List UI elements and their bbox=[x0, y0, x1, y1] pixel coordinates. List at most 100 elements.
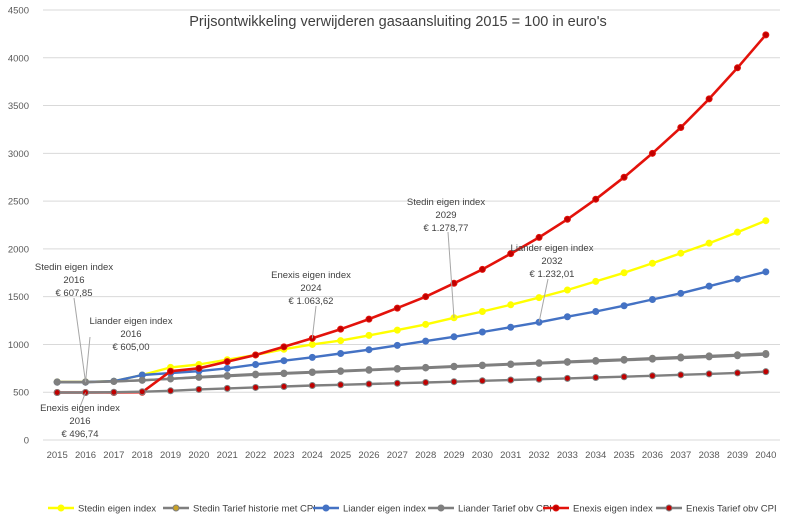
data-point bbox=[677, 371, 685, 379]
data-point bbox=[365, 346, 373, 354]
data-point bbox=[677, 354, 685, 362]
data-point bbox=[365, 315, 373, 323]
data-point bbox=[478, 377, 486, 385]
y-tick-label: 2500 bbox=[8, 197, 29, 208]
data-point bbox=[733, 352, 741, 360]
data-point bbox=[507, 250, 515, 258]
data-point bbox=[592, 307, 600, 315]
data-point bbox=[110, 378, 118, 386]
data-point bbox=[337, 350, 345, 358]
data-point bbox=[337, 381, 345, 389]
data-point bbox=[138, 388, 146, 396]
annotation-text: € 607,85 bbox=[56, 288, 93, 299]
annotation-enexis2016: Enexis eigen index 2016 € 496,74 bbox=[40, 392, 120, 440]
data-point bbox=[733, 275, 741, 283]
data-point bbox=[648, 372, 656, 380]
x-tick-label: 2037 bbox=[670, 450, 691, 461]
annotation-leader-line bbox=[79, 392, 86, 408]
legend-label: Liander Tarief obv CPI bbox=[458, 504, 552, 515]
data-point bbox=[705, 370, 713, 378]
data-point bbox=[620, 173, 628, 181]
annotation-text: € 1.063,62 bbox=[289, 296, 334, 307]
data-point bbox=[762, 31, 770, 39]
annotation-text: € 496,74 bbox=[62, 429, 99, 440]
annotation-leader-line bbox=[85, 336, 91, 383]
data-point bbox=[308, 369, 316, 377]
annotations: Stedin eigen index 2016 € 607,85 Liander ei… bbox=[35, 197, 594, 440]
x-tick-label: 2034 bbox=[585, 450, 606, 461]
data-point bbox=[195, 373, 203, 381]
annotation-stedin2029: Stedin eigen index 2029 € 1.278,77 bbox=[407, 197, 485, 318]
data-point bbox=[280, 370, 288, 378]
x-tick-label: 2018 bbox=[132, 450, 153, 461]
data-point bbox=[563, 374, 571, 382]
data-point bbox=[167, 367, 175, 375]
x-tick-label: 2038 bbox=[699, 450, 720, 461]
annotation-text: Stedin eigen index bbox=[35, 262, 113, 273]
data-point bbox=[762, 217, 770, 225]
annotation-stedin2016: Stedin eigen index 2016 € 607,85 bbox=[35, 262, 113, 382]
annotation-text: Enexis eigen index bbox=[271, 270, 351, 281]
data-point bbox=[365, 331, 373, 339]
data-point bbox=[223, 358, 231, 366]
legend-swatch-marker bbox=[552, 504, 560, 512]
y-tick-label: 3500 bbox=[8, 101, 29, 112]
data-point bbox=[563, 215, 571, 223]
x-tick-label: 2040 bbox=[755, 450, 776, 461]
annotation-liander2016: Liander eigen index 2016 € 605,00 bbox=[85, 316, 173, 383]
y-tick-label: 500 bbox=[13, 388, 29, 399]
data-point bbox=[365, 366, 373, 374]
data-point bbox=[223, 384, 231, 392]
annotation-text: Liander eigen index bbox=[90, 316, 173, 327]
data-point bbox=[223, 364, 231, 372]
legend-item-stedin-tarief-historie-met-cpi: Stedin Tarief historie met CPI bbox=[163, 504, 316, 515]
annotation-enexis2024: Enexis eigen index 2024 € 1.063,62 bbox=[271, 270, 351, 339]
data-point bbox=[393, 379, 401, 387]
data-point bbox=[762, 268, 770, 276]
annotation-text: € 1.232,01 bbox=[530, 269, 575, 280]
data-point bbox=[195, 364, 203, 372]
series-enexis-tarief-obv-cpi bbox=[53, 368, 770, 397]
data-point bbox=[167, 387, 175, 395]
data-point bbox=[535, 294, 543, 302]
data-point bbox=[337, 325, 345, 333]
series-line-enexis-eigen-index bbox=[57, 33, 767, 394]
legend-item-enexis-tarief-obv-cpi: Enexis Tarief obv CPI bbox=[656, 504, 777, 515]
legend-swatch-marker bbox=[172, 504, 180, 512]
data-point bbox=[648, 259, 656, 267]
data-point bbox=[478, 362, 486, 370]
data-point bbox=[478, 328, 486, 336]
legend-label: Enexis Tarief obv CPI bbox=[686, 504, 777, 515]
data-point bbox=[648, 355, 656, 363]
series-line-stedin-eigen-index bbox=[57, 219, 767, 384]
annotation-text: 2024 bbox=[300, 283, 321, 294]
x-tick-label: 2025 bbox=[330, 450, 351, 461]
data-point bbox=[620, 302, 628, 310]
data-point bbox=[620, 269, 628, 277]
x-tick-label: 2015 bbox=[47, 450, 68, 461]
y-tick-label: 0 bbox=[24, 436, 29, 447]
data-point bbox=[280, 382, 288, 390]
annotation-text: 2016 bbox=[69, 416, 90, 427]
annotation-text: 2029 bbox=[435, 210, 456, 221]
legend-swatch-marker bbox=[437, 504, 445, 512]
series-enexis-eigen-index bbox=[53, 31, 770, 397]
legend-label: Enexis eigen index bbox=[573, 504, 653, 515]
annotation-text: € 605,00 bbox=[113, 342, 150, 353]
x-tick-label: 2027 bbox=[387, 450, 408, 461]
data-point bbox=[762, 350, 770, 358]
legend: Stedin eigen index Stedin Tarief historie… bbox=[48, 504, 777, 515]
annotation-text: Enexis eigen index bbox=[40, 403, 120, 414]
annotation-text: € 1.278,77 bbox=[424, 223, 469, 234]
data-point bbox=[705, 282, 713, 290]
data-point bbox=[705, 353, 713, 361]
data-point bbox=[592, 357, 600, 365]
x-tick-label: 2017 bbox=[103, 450, 124, 461]
legend-swatch-marker bbox=[322, 504, 330, 512]
x-tick-label: 2028 bbox=[415, 450, 436, 461]
data-point bbox=[393, 304, 401, 312]
x-tick-label: 2030 bbox=[472, 450, 493, 461]
data-point bbox=[478, 307, 486, 315]
annotation-leader-line bbox=[73, 297, 87, 382]
x-tick-label: 2023 bbox=[273, 450, 294, 461]
